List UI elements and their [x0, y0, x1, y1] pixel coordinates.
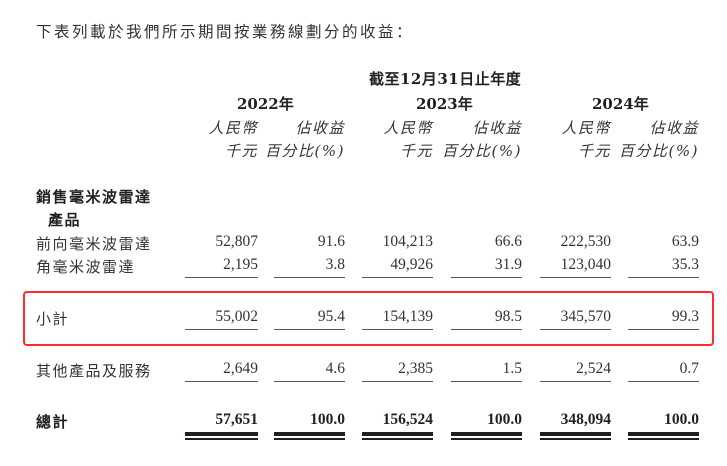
subtotal-rule — [185, 277, 258, 278]
cell-2023-pct: 1.5 — [502, 360, 522, 377]
row-rule — [362, 381, 433, 382]
row-rule — [540, 381, 611, 382]
cell-2024-amount: 345,570 — [560, 308, 611, 325]
cell-2024-pct: 99.3 — [671, 308, 699, 325]
year-2023-header: 2023年 — [416, 95, 473, 113]
total-double-rule — [185, 438, 258, 440]
row-rule — [451, 329, 522, 330]
cell-2022-amount: 55,002 — [215, 308, 258, 325]
row-rule — [628, 329, 699, 330]
cell-2023-amount: 2,385 — [398, 360, 433, 377]
pct-header-2024-line2: 百分比(%) — [619, 142, 699, 160]
total-double-rule — [540, 432, 611, 436]
amount-header-2024-line1: 人民幣 — [561, 119, 611, 137]
pct-header-2023-line1: 佔收益 — [472, 119, 522, 137]
total-double-rule — [362, 432, 433, 436]
total-double-rule — [274, 432, 345, 436]
total-double-rule — [628, 438, 699, 440]
row-rule — [362, 329, 433, 330]
cell-2024-amount: 123,040 — [560, 256, 611, 273]
total-double-rule — [274, 438, 345, 440]
total-double-rule — [451, 438, 522, 440]
cell-2024-amount: 2,524 — [576, 360, 611, 377]
cell-2023-amount: 49,926 — [390, 256, 433, 273]
cell-2023-pct: 98.5 — [494, 308, 522, 325]
total-double-rule — [362, 438, 433, 440]
subtotal-highlight-box — [23, 291, 714, 346]
cell-2022-amount: 2,195 — [223, 256, 258, 273]
cell-2023-pct: 100.0 — [487, 411, 522, 428]
cell-2022-pct: 100.0 — [310, 411, 345, 428]
pct-header-2022-line2: 百分比(%) — [265, 142, 345, 160]
subtotal-rule — [540, 277, 611, 278]
year-2024-header: 2024年 — [592, 95, 649, 113]
period-header: 截至12月31日止年度 — [369, 70, 522, 88]
amount-header-2024-line2: 千元 — [577, 142, 611, 160]
cell-2022-pct: 91.6 — [317, 233, 345, 250]
total-double-rule — [185, 432, 258, 436]
cell-2022-pct: 4.6 — [325, 360, 345, 377]
row-label: 小計 — [36, 310, 70, 328]
cell-2023-pct: 66.6 — [494, 233, 522, 250]
total-double-rule — [540, 438, 611, 440]
subtotal-rule — [274, 277, 345, 278]
cell-2024-pct: 0.7 — [679, 360, 699, 377]
cell-2022-pct: 95.4 — [317, 308, 345, 325]
total-double-rule — [628, 432, 699, 436]
section-title-line1: 銷售毫米波雷達 — [36, 188, 152, 206]
cell-2023-pct: 31.9 — [494, 256, 522, 273]
cell-2022-pct: 3.8 — [325, 256, 345, 273]
section-title-line2: 產品 — [48, 211, 82, 229]
subtotal-rule — [628, 277, 699, 278]
subtotal-rule — [362, 277, 433, 278]
amount-header-2023-line1: 人民幣 — [383, 119, 433, 137]
amount-header-2023-line2: 千元 — [399, 142, 433, 160]
row-rule — [628, 381, 699, 382]
row-rule — [540, 329, 611, 330]
cell-2024-pct: 100.0 — [664, 411, 699, 428]
cell-2024-pct: 63.9 — [671, 233, 699, 250]
cell-2022-amount: 2,649 — [223, 360, 258, 377]
pct-header-2022-line1: 佔收益 — [295, 119, 345, 137]
pct-header-2023-line2: 百分比(%) — [442, 142, 522, 160]
cell-2024-amount: 222,530 — [560, 233, 611, 250]
subtotal-rule — [451, 277, 522, 278]
cell-2023-amount: 156,524 — [382, 411, 433, 428]
cell-2024-pct: 35.3 — [671, 256, 699, 273]
row-label: 總計 — [36, 413, 70, 431]
row-rule — [451, 381, 522, 382]
row-rule — [185, 329, 258, 330]
year-2022-header: 2022年 — [237, 95, 294, 113]
row-label: 其他產品及服務 — [36, 362, 152, 380]
total-double-rule — [451, 432, 522, 436]
row-label: 前向毫米波雷達 — [36, 235, 152, 253]
row-label: 角毫米波雷達 — [36, 258, 136, 276]
row-rule — [274, 381, 345, 382]
cell-2024-amount: 348,094 — [560, 411, 611, 428]
amount-header-2022-line1: 人民幣 — [208, 119, 258, 137]
cell-2023-amount: 154,139 — [382, 308, 433, 325]
row-rule — [185, 381, 258, 382]
pct-header-2024-line1: 佔收益 — [649, 119, 699, 137]
amount-header-2022-line2: 千元 — [224, 142, 258, 160]
row-rule — [274, 329, 345, 330]
intro-text: 下表列載於我們所示期間按業務線劃分的收益： — [36, 23, 415, 41]
cell-2022-amount: 52,807 — [215, 233, 258, 250]
cell-2023-amount: 104,213 — [382, 233, 433, 250]
cell-2022-amount: 57,651 — [215, 411, 258, 428]
